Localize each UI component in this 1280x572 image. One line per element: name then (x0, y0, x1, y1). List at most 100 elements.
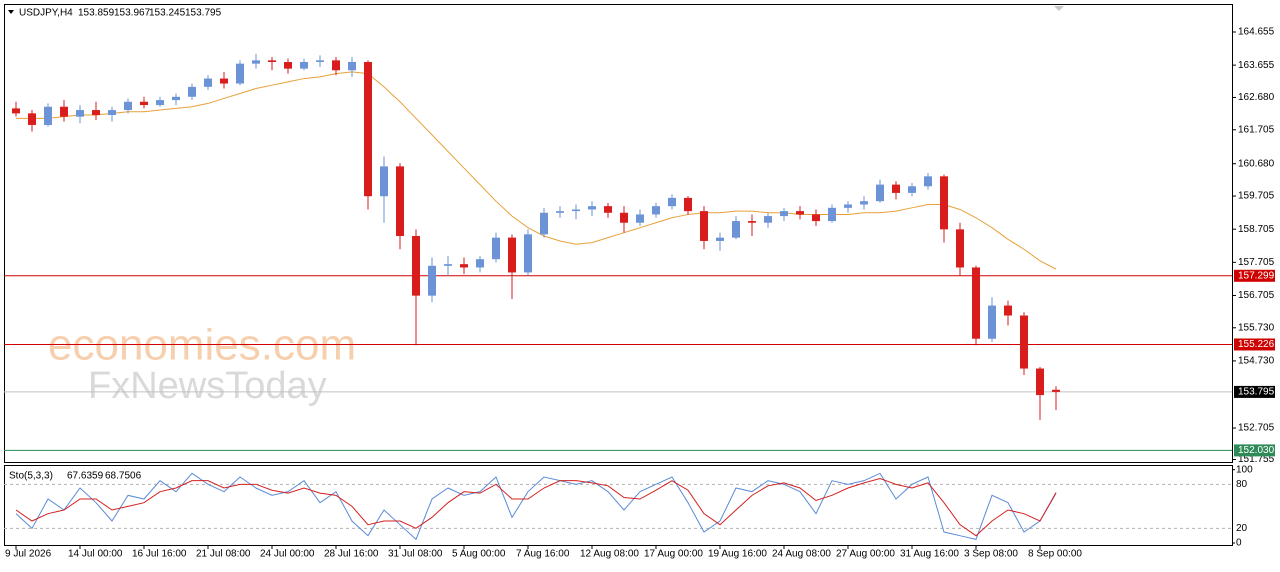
candle-body (988, 305, 996, 339)
candle-body (332, 60, 340, 71)
x-tick-label: 5 Aug 00:00 (452, 549, 506, 560)
candle-body (220, 78, 228, 84)
header-high: 153.967 (114, 8, 151, 19)
candle-body (1052, 389, 1060, 392)
main-frame (4, 4, 1233, 463)
y-tick-label: 162.680 (1238, 92, 1275, 103)
x-tick-label: 24 Jul 00:00 (260, 549, 315, 560)
candle-body (60, 106, 68, 117)
header-close: 153.795 (185, 8, 222, 19)
x-tick-label: 31 Aug 16:00 (900, 549, 959, 560)
candle-body (908, 186, 916, 193)
candle-body (364, 61, 372, 197)
candle-body (556, 211, 564, 213)
candle-body (204, 78, 212, 87)
y-tick-label: 152.705 (1238, 423, 1275, 434)
candle-body (76, 110, 84, 117)
candle-body (492, 237, 500, 260)
candle-body (300, 61, 308, 69)
candle-body (780, 211, 788, 217)
y-tick-label: 158.705 (1238, 224, 1275, 235)
y-tick-label: 154.730 (1238, 356, 1275, 367)
x-tick-label: 17 Aug 00:00 (644, 549, 703, 560)
candle-body (972, 267, 980, 339)
current-price-label: 153.795 (1238, 387, 1275, 398)
watermark-text: FxNewsToday (88, 365, 327, 407)
candle-body (12, 108, 20, 114)
candle-body (860, 201, 868, 205)
candle-body (428, 265, 436, 296)
candle-body (44, 106, 52, 125)
y-tick-label: 157.705 (1238, 257, 1275, 268)
y-tick-label: 156.705 (1238, 290, 1275, 301)
y-tick-label: 155.730 (1238, 322, 1275, 333)
candle-body (188, 86, 196, 97)
y-tick-label: 160.680 (1238, 158, 1275, 169)
x-tick-label: 8 Sep 00:00 (1028, 549, 1082, 560)
candle-body (620, 212, 628, 223)
y-tick-label: 151.755 (1238, 454, 1275, 465)
stoch-line (15, 472, 1057, 541)
current-price-box (1234, 385, 1275, 398)
stoch-tick-label: 20 (1236, 523, 1248, 534)
candle-body (268, 60, 276, 62)
candle-body (716, 237, 724, 241)
candle-body (476, 259, 484, 268)
stoch-tick-label: 100 (1236, 464, 1253, 475)
candle-body (924, 176, 932, 187)
candle-body (1020, 315, 1028, 369)
x-tick-label: 21 Jul 08:00 (196, 549, 251, 560)
candle-body (668, 197, 676, 207)
candle-body (940, 176, 948, 230)
level-label-box (1234, 338, 1275, 351)
moving-average (16, 71, 1057, 270)
candle-body (1036, 368, 1044, 396)
y-tick-label: 164.655 (1238, 27, 1275, 38)
candle-body (316, 60, 324, 62)
candle-body (380, 166, 388, 197)
x-tick-label: 3 Sep 08:00 (964, 549, 1018, 560)
level-label: 157.299 (1238, 270, 1275, 281)
candle-body (396, 166, 404, 236)
candle-body (844, 204, 852, 208)
candle-body (28, 113, 36, 125)
candle-body (588, 206, 596, 210)
menu-arrow[interactable] (8, 10, 14, 14)
candle-body (284, 61, 292, 69)
candle-body (1004, 305, 1012, 316)
level-label-box (1234, 269, 1275, 282)
shift-marker (1054, 6, 1064, 11)
level-label: 155.226 (1238, 339, 1275, 350)
x-tick-label: 7 Aug 16:00 (516, 549, 570, 560)
stoch-line (15, 477, 1057, 537)
x-tick-label: 14 Jul 00:00 (68, 549, 123, 560)
candle-body (124, 101, 132, 111)
candle-body (572, 209, 580, 212)
header-low: 153.245 (149, 8, 186, 19)
level-label: 152.030 (1238, 445, 1275, 456)
candle-body (236, 63, 244, 84)
candle-body (108, 110, 116, 116)
candle-body (828, 207, 836, 222)
candle-body (172, 96, 180, 101)
candle-body (444, 264, 452, 266)
candle-body (748, 221, 756, 223)
candle-body (876, 184, 884, 202)
candle-body (812, 214, 820, 222)
x-tick-label: 16 Jul 16:00 (132, 549, 187, 560)
stoch-tick-label: 80 (1236, 479, 1248, 490)
stoch-d: 68.7506 (105, 471, 142, 482)
x-tick-label: 24 Aug 08:00 (772, 549, 831, 560)
candle-body (460, 264, 468, 268)
candle-body (604, 206, 612, 213)
candle-body (700, 211, 708, 241)
header-open: 153.859 (78, 8, 115, 19)
y-tick-label: 161.705 (1238, 124, 1275, 135)
x-tick-label: 31 Jul 08:00 (388, 549, 443, 560)
y-tick-label: 163.655 (1238, 60, 1275, 71)
stoch-title: Sto(5,3,3) (9, 471, 53, 482)
y-tick-label: 159.705 (1238, 191, 1275, 202)
